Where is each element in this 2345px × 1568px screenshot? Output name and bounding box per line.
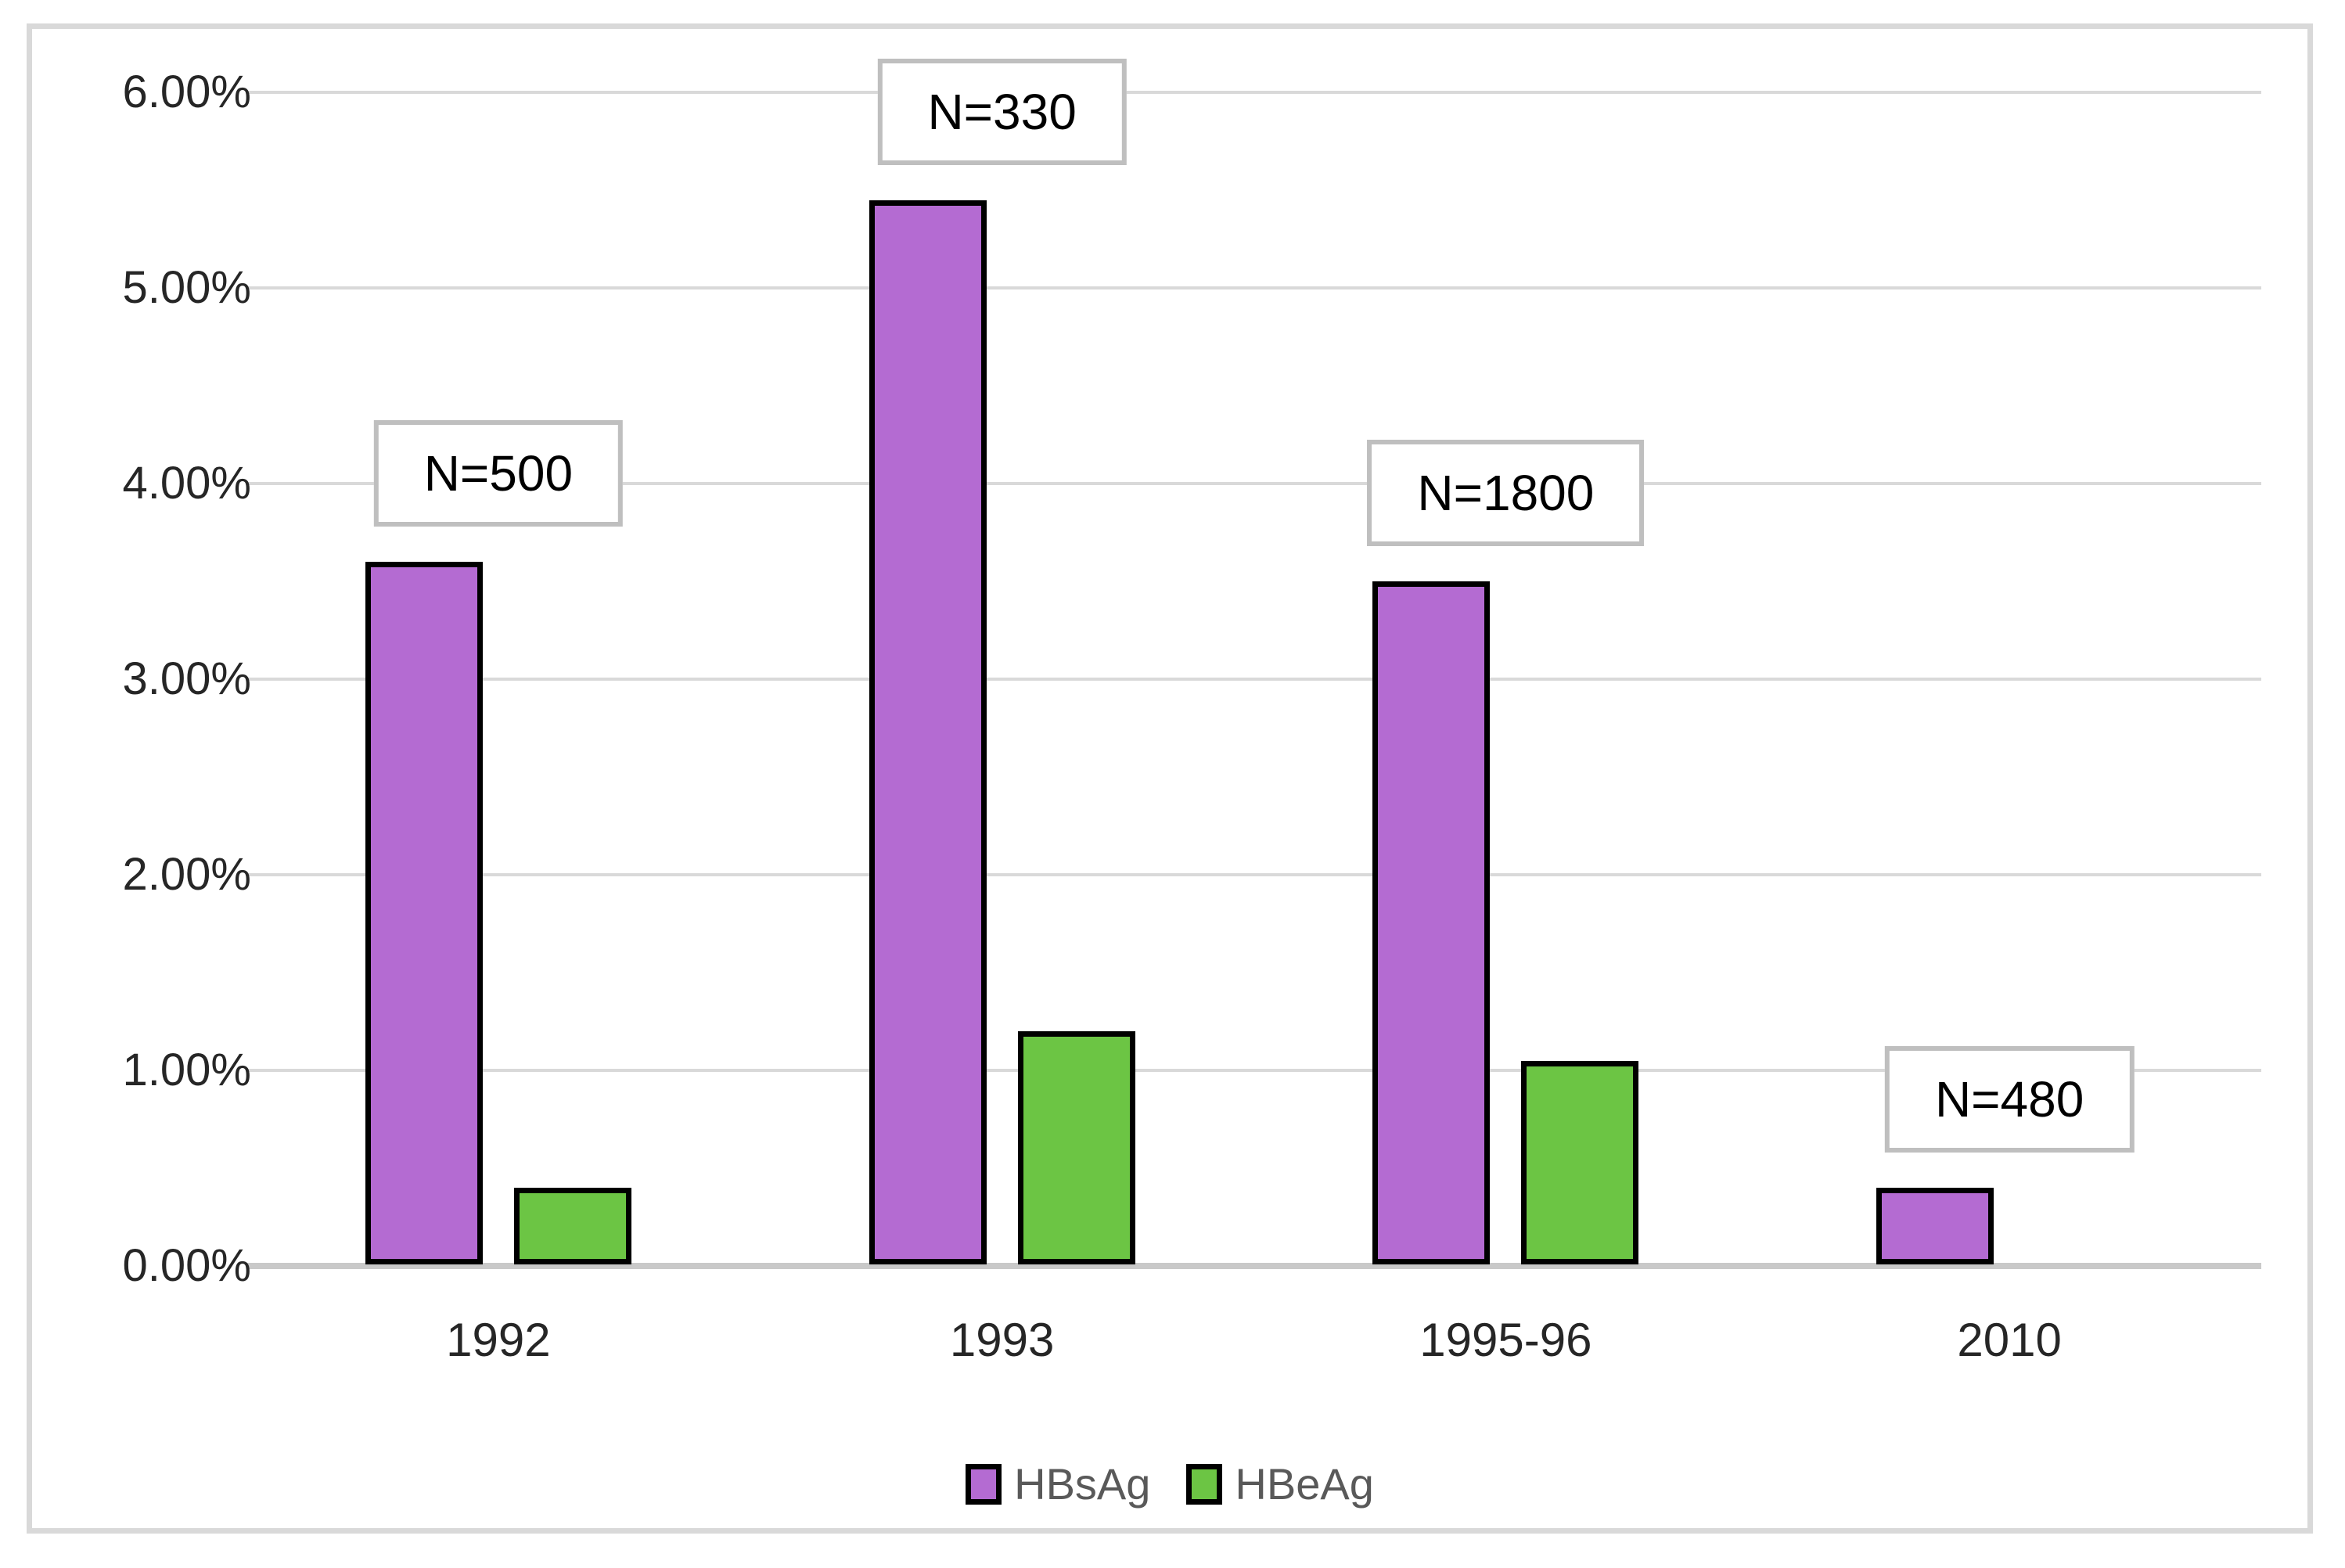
legend-item-hbsag: HBsAg — [966, 1462, 1150, 1506]
y-tick-label: 3.00% — [122, 653, 251, 704]
legend-label-hbsag: HBsAg — [1014, 1459, 1151, 1509]
legend-swatch-hbsag — [966, 1464, 1002, 1505]
annotation-box-1995-96: N=1800 — [1367, 440, 1645, 546]
legend-item-hbeag: HBeAg — [1186, 1459, 1374, 1509]
x-tick-label-1992: 1992 — [446, 1314, 551, 1366]
bar-hbeag-1992 — [513, 1188, 631, 1264]
gridline — [246, 1069, 2261, 1072]
legend-label-hbeag: HBeAg — [1235, 1459, 1374, 1509]
y-tick-label: 4.00% — [122, 458, 251, 509]
annotation-box-1993: N=330 — [877, 58, 1127, 165]
gridline — [246, 482, 2261, 485]
y-tick-label: 1.00% — [122, 1045, 251, 1095]
gridline — [246, 286, 2261, 290]
legend-swatch-hbeag — [1186, 1464, 1223, 1505]
y-tick-label: 2.00% — [122, 849, 251, 900]
bar-hbsag-1992 — [365, 562, 483, 1264]
x-tick-label-1995-96: 1995-96 — [1419, 1314, 1592, 1366]
bar-hbsag-2010 — [1876, 1188, 1994, 1264]
annotation-box-1992: N=500 — [373, 420, 624, 527]
annotation-box-2010: N=480 — [1884, 1046, 2135, 1153]
chart-border: 6.00% 5.00% 4.00% 3.00% 2.00% 1.00% 0.00% N=50… — [27, 23, 2313, 1534]
legend: HBsAg HBeAg — [32, 1462, 2307, 1506]
x-tick-label-2010: 2010 — [1957, 1314, 2062, 1366]
bar-hbeag-1995-96 — [1521, 1060, 1639, 1264]
gridline — [246, 873, 2261, 876]
y-tick-label: 5.00% — [122, 262, 251, 313]
bar-hbsag-1995-96 — [1372, 581, 1491, 1264]
bar-hbeag-1993 — [1017, 1031, 1135, 1264]
gridline — [246, 678, 2261, 681]
y-tick-label: 0.00% — [122, 1240, 251, 1291]
x-axis-line — [246, 1263, 2261, 1269]
bar-hbsag-1993 — [869, 200, 987, 1264]
x-tick-label-1993: 1993 — [949, 1314, 1055, 1366]
gridline — [246, 91, 2261, 94]
y-tick-label: 6.00% — [122, 67, 251, 117]
